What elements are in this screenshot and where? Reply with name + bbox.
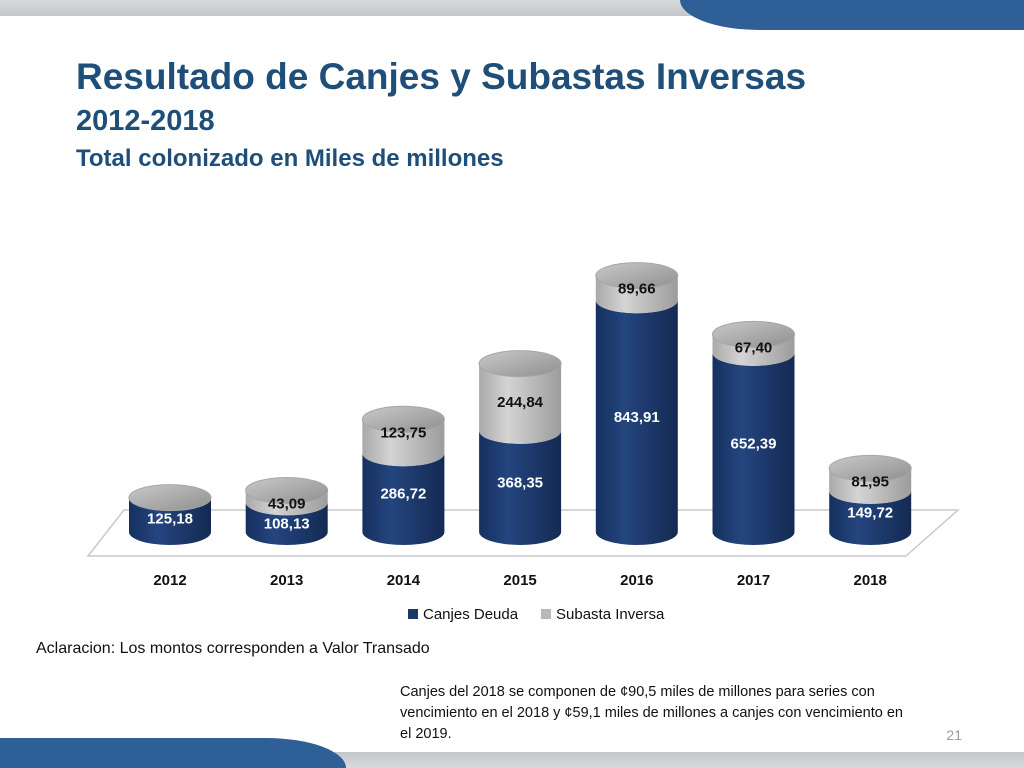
bar-canjes-deuda-2013 bbox=[245, 502, 328, 545]
slide-subtitle: 2012-2018 bbox=[76, 105, 215, 137]
data-label-subasta-inversa-2013: 43,09 bbox=[268, 495, 306, 512]
bar-cap-2016 bbox=[595, 262, 679, 290]
data-label-subasta-inversa-2018: 81,95 bbox=[851, 473, 889, 490]
data-label-canjes-deuda-2017: 652,39 bbox=[731, 435, 777, 452]
x-tick-label-2015: 2015 bbox=[503, 572, 536, 589]
bar-canjes-deuda-2012 bbox=[129, 497, 211, 545]
data-label-canjes-deuda-2013: 108,13 bbox=[264, 515, 310, 532]
stacked-cylinder-chart: 125,18 108,13 43,09 286,72 123,75 368,35 244,8… bbox=[86, 262, 960, 623]
legend-swatch-subasta-inversa bbox=[541, 609, 551, 619]
bar-subasta-inversa-2016 bbox=[595, 275, 678, 314]
bar-cap-2018 bbox=[828, 454, 912, 482]
bar-cap-2017 bbox=[712, 320, 795, 348]
bar-subasta-inversa-2018 bbox=[829, 468, 912, 504]
bar-cap-2013 bbox=[245, 476, 329, 504]
bar-subasta-inversa-2015 bbox=[479, 363, 562, 444]
bar-subasta-inversa-2013 bbox=[245, 490, 328, 516]
data-label-canjes-deuda-2014: 286,72 bbox=[380, 486, 426, 503]
data-label-subasta-inversa-2014: 123,75 bbox=[380, 424, 426, 441]
data-label-canjes-deuda-2012: 125,18 bbox=[147, 511, 193, 528]
data-label-canjes-deuda-2016: 843,91 bbox=[614, 409, 660, 426]
x-tick-label-2017: 2017 bbox=[737, 572, 770, 589]
bar-subasta-inversa-2017 bbox=[712, 334, 795, 366]
legend-label-canjes-deuda: Canjes Deuda bbox=[423, 606, 519, 623]
slide-title: Resultado de Canjes y Subastas Inversas bbox=[76, 56, 807, 97]
clarification-note: Aclaracion: Los montos corresponden a Va… bbox=[36, 640, 430, 657]
data-label-canjes-deuda-2015: 368,35 bbox=[497, 474, 543, 491]
page-number: 21 bbox=[946, 727, 962, 743]
data-label-subasta-inversa-2015: 244,84 bbox=[497, 394, 544, 411]
bar-canjes-deuda-2016 bbox=[595, 300, 678, 545]
legend-label-subasta-inversa: Subasta Inversa bbox=[556, 606, 665, 623]
bar-canjes-deuda-2014 bbox=[362, 453, 445, 545]
x-tick-label-2013: 2013 bbox=[270, 572, 303, 589]
x-tick-label-2016: 2016 bbox=[620, 572, 653, 589]
x-tick-label-2018: 2018 bbox=[854, 572, 887, 589]
legend-swatch-canjes-deuda bbox=[408, 609, 418, 619]
data-label-subasta-inversa-2017: 67,40 bbox=[735, 339, 773, 356]
data-label-subasta-inversa-2016: 89,66 bbox=[618, 281, 656, 298]
bar-canjes-deuda-2015 bbox=[479, 430, 562, 545]
slide-subtitle-units: Total colonizado en Miles de millones bbox=[76, 145, 504, 172]
bottom-decor-swoosh bbox=[0, 738, 346, 768]
bar-canjes-deuda-2017 bbox=[712, 352, 795, 545]
x-tick-label-2014: 2014 bbox=[387, 572, 421, 589]
x-tick-label-2012: 2012 bbox=[153, 572, 186, 589]
data-label-canjes-deuda-2018: 149,72 bbox=[847, 504, 893, 521]
bar-canjes-deuda-2018 bbox=[829, 490, 912, 545]
bar-cap-2015 bbox=[478, 350, 562, 378]
bar-cap-2012 bbox=[128, 484, 212, 512]
top-decor-swoosh bbox=[680, 0, 1024, 30]
comment-box: Canjes del 2018 se componen de ¢90,5 mil… bbox=[400, 684, 903, 742]
bar-cap-2014 bbox=[361, 405, 445, 433]
